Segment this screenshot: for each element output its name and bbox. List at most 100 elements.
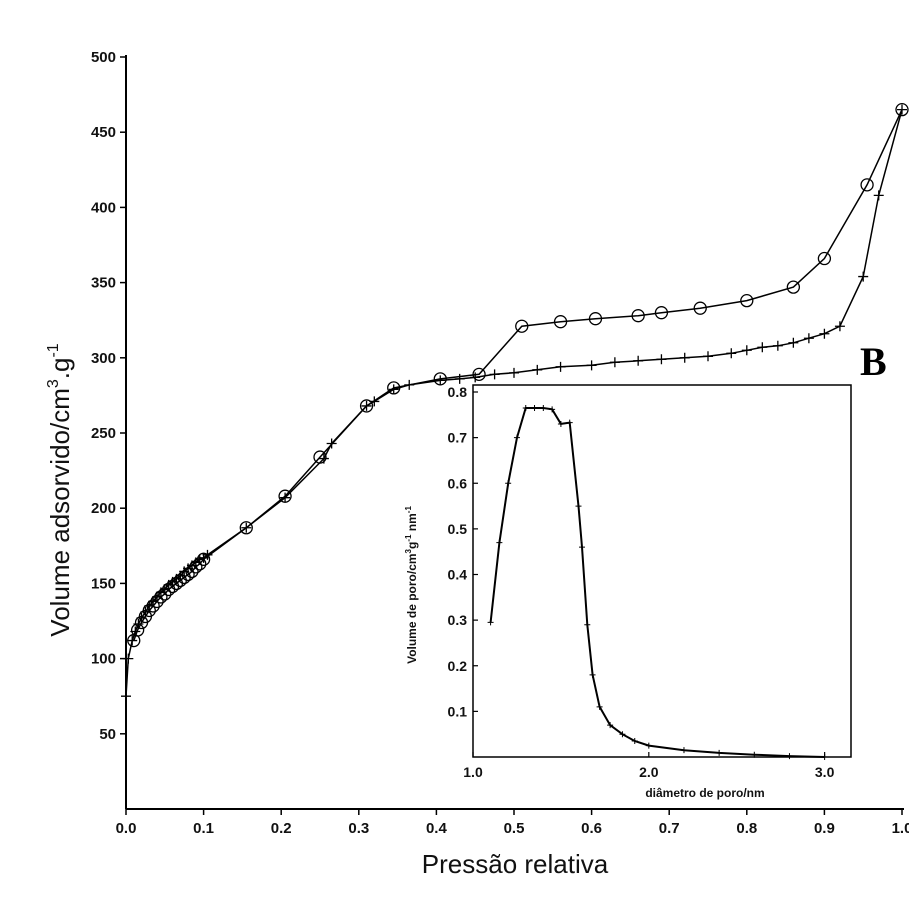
main-point-circle — [359, 399, 374, 413]
inset-frame — [472, 384, 852, 758]
inset-point-plus — [596, 703, 603, 710]
main-x-tick-label: 0.2 — [271, 820, 292, 837]
main-point-circle — [181, 567, 195, 582]
inset-chart: 1.0 2.0 3.0 0.1 0.2 0.3 0.4 0.5 0.6 0.7 0.8 diâmet… — [404, 384, 852, 800]
inset-point-plus — [716, 749, 723, 756]
main-point-plus — [726, 348, 737, 359]
main-point-circle — [150, 594, 164, 609]
inset-y-title-sup: 3 — [404, 548, 413, 553]
main-point-circle — [895, 102, 909, 117]
inset-point-plus — [540, 404, 547, 411]
main-point-plus — [280, 492, 291, 503]
main-point-circle — [196, 552, 211, 566]
inset-point-plus — [645, 742, 652, 749]
main-point-circle — [515, 319, 529, 333]
inset-axes: 1.0 2.0 3.0 0.1 0.2 0.3 0.4 0.5 0.6 0.7 0.8 — [448, 384, 835, 780]
inset-point-plus — [575, 503, 582, 510]
main-y-tick-label: 100 — [91, 651, 116, 668]
inset-point-plus — [786, 753, 793, 760]
inset-point-plus — [505, 480, 512, 487]
inset-point-plus — [487, 619, 494, 626]
main-x-tick-label: 0.6 — [581, 820, 602, 837]
main-point-circle — [693, 301, 707, 315]
main-y-tick-label: 450 — [91, 124, 116, 141]
main-y-tick-label: 250 — [91, 425, 116, 442]
main-point-circle — [387, 381, 401, 395]
main-x-axis-title: Pressão relativa — [422, 849, 609, 879]
main-point-circle — [740, 293, 754, 308]
main-point-circle — [817, 251, 832, 266]
main-point-circle — [553, 315, 568, 329]
inset-y-title-part: Volume de poro/cm — [405, 553, 419, 663]
inset-y-tick-label: 0.1 — [448, 703, 468, 719]
main-point-plus — [609, 357, 620, 368]
inset-point-plus — [821, 754, 828, 760]
main-point-plus — [633, 355, 644, 366]
inset-point-plus — [751, 751, 758, 758]
main-point-plus — [435, 375, 446, 386]
main-y-title-part: .g — [45, 358, 75, 380]
main-point-plus — [741, 345, 752, 356]
inset-y-title-part: nm — [405, 513, 419, 534]
main-y-tick-label: 200 — [91, 500, 116, 517]
main-point-plus — [127, 635, 138, 646]
main-axes: 0.0 0.1 0.2 0.3 0.4 0.5 0.6 0.7 0.8 0.9 1.0 50 100 15… — [91, 49, 909, 837]
main-x-tick-label: 0.0 — [116, 820, 137, 837]
main-point-circle — [185, 564, 199, 579]
main-point-circle — [154, 590, 168, 604]
inset-x-tick-label: 2.0 — [639, 764, 659, 780]
inset-y-title-sup: -1 — [404, 506, 413, 514]
inset-y-tick-label: 0.3 — [448, 612, 468, 628]
main-point-circle — [631, 309, 645, 323]
inset-point-plus — [619, 731, 626, 738]
main-point-plus — [121, 691, 131, 702]
inset-x-tick-label: 3.0 — [815, 764, 835, 780]
main-point-plus — [772, 340, 783, 351]
main-point-circle — [130, 623, 145, 637]
inset-y-axis-title: Volume de poro/cm3g-1 nm-1 — [404, 506, 419, 664]
inset-point-plus — [549, 406, 556, 413]
main-point-plus — [532, 364, 543, 375]
main-y-tick-label: 500 — [91, 49, 116, 66]
main-x-tick-label: 0.3 — [348, 820, 369, 837]
main-point-circle — [189, 560, 203, 574]
inset-y-title-part: g — [405, 542, 419, 549]
inset-point-plus — [496, 539, 503, 546]
main-x-tick-label: 0.4 — [426, 820, 448, 837]
main-y-tick-label: 50 — [99, 726, 116, 743]
main-point-plus — [586, 360, 597, 371]
main-point-circle — [142, 603, 156, 618]
inset-plot-area — [487, 404, 828, 760]
main-point-plus — [858, 271, 869, 282]
main-x-tick-label: 0.7 — [659, 820, 680, 837]
main-point-plus — [656, 354, 667, 365]
inset-series-line — [489, 407, 825, 758]
main-point-plus — [757, 342, 768, 353]
inset-point-plus — [522, 404, 529, 411]
main-point-plus — [679, 352, 690, 363]
inset-y-tick-label: 0.2 — [448, 658, 468, 674]
main-point-circle — [239, 521, 253, 535]
inset-point-plus — [680, 747, 687, 754]
main-y-axis-title: Volume adsorvido/cm3.g-1 — [45, 343, 75, 636]
inset-point-plus — [607, 722, 614, 729]
main-point-plus — [873, 190, 884, 201]
main-x-tick-label: 0.8 — [736, 820, 757, 837]
main-x-tick-label: 0.9 — [814, 820, 835, 837]
inset-x-tick-label: 1.0 — [463, 764, 483, 780]
main-point-circle — [433, 372, 447, 386]
inset-point-plus — [566, 419, 573, 426]
inset-point-plus — [589, 671, 596, 678]
panel-label: B — [860, 339, 887, 384]
main-y-tick-label: 400 — [91, 199, 116, 216]
inset-point-plus — [584, 621, 591, 628]
main-point-circle — [158, 587, 172, 601]
main-point-plus — [489, 369, 500, 380]
main-x-tick-label: 0.5 — [504, 820, 525, 837]
main-y-title-sup: -1 — [45, 343, 62, 357]
main-x-tick-label: 1.0 — [892, 820, 909, 837]
main-point-plus — [555, 361, 566, 372]
inset-point-plus — [513, 434, 520, 441]
inset-y-tick-label: 0.5 — [448, 521, 468, 537]
main-point-plus — [703, 351, 713, 362]
